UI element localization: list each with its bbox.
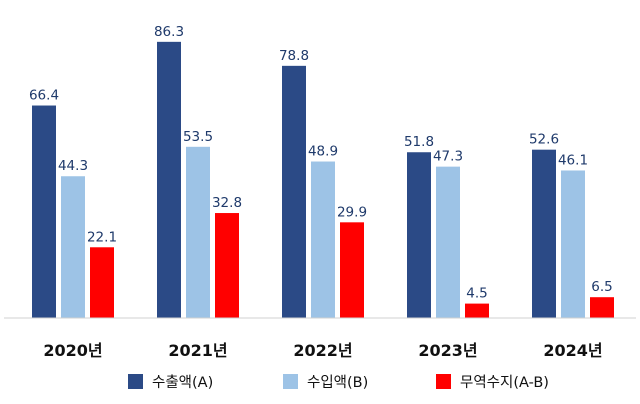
legend-label-balance: 무역수지(A-B) — [460, 374, 549, 391]
legend-swatch-balance — [436, 374, 451, 389]
value-label-export-2: 78.8 — [279, 48, 309, 64]
category-label-3: 2023년 — [418, 341, 477, 360]
value-label-import-3: 47.3 — [433, 149, 463, 165]
legend-swatch-export — [128, 374, 143, 389]
category-label-1: 2021년 — [168, 341, 227, 360]
legend: 수출액(A) 수입액(B) 무역수지(A-B) — [128, 374, 549, 391]
value-label-import-0: 44.3 — [58, 158, 88, 174]
value-label-balance-2: 29.9 — [337, 204, 367, 220]
value-label-balance-1: 32.8 — [212, 195, 242, 211]
value-label-import-1: 53.5 — [183, 129, 213, 145]
category-label-4: 2024년 — [543, 341, 602, 360]
category-label-0: 2020년 — [43, 341, 102, 360]
category-label-2: 2022년 — [293, 341, 352, 360]
category-labels-layer: 2020년 2021년 2022년 2023년 2024년 — [43, 341, 602, 360]
bar-import-1 — [186, 146, 210, 318]
legend-swatch-import — [283, 374, 298, 389]
value-label-export-1: 86.3 — [154, 24, 184, 40]
bar-export-0 — [32, 105, 56, 319]
bar-balance-0 — [90, 247, 114, 318]
bar-export-2 — [282, 65, 306, 318]
bar-import-3 — [436, 166, 460, 318]
legend-label-export: 수출액(A) — [152, 374, 213, 391]
value-label-export-0: 66.4 — [29, 88, 59, 104]
value-label-balance-3: 4.5 — [466, 286, 487, 302]
bar-balance-2 — [340, 222, 364, 318]
bar-balance-3 — [465, 303, 489, 318]
bar-balance-1 — [215, 213, 239, 318]
value-label-balance-0: 22.1 — [87, 229, 117, 245]
bar-import-0 — [61, 176, 85, 318]
bar-export-1 — [157, 41, 181, 319]
bars-layer — [32, 41, 614, 319]
legend-label-import: 수입액(B) — [307, 374, 368, 391]
bar-import-2 — [311, 161, 335, 318]
value-label-export-3: 51.8 — [404, 134, 434, 150]
value-label-import-2: 48.9 — [308, 144, 338, 160]
bar-export-3 — [407, 152, 431, 318]
value-label-import-4: 46.1 — [558, 152, 588, 168]
value-label-export-4: 52.6 — [529, 132, 559, 148]
bar-export-4 — [532, 149, 556, 318]
value-label-balance-4: 6.5 — [591, 279, 612, 295]
bar-import-4 — [561, 170, 585, 318]
value-labels-layer: 66.4 44.3 22.1 86.3 53.5 32.8 78.8 48.9 29.9 51.8… — [29, 24, 613, 302]
bar-balance-4 — [590, 297, 614, 318]
